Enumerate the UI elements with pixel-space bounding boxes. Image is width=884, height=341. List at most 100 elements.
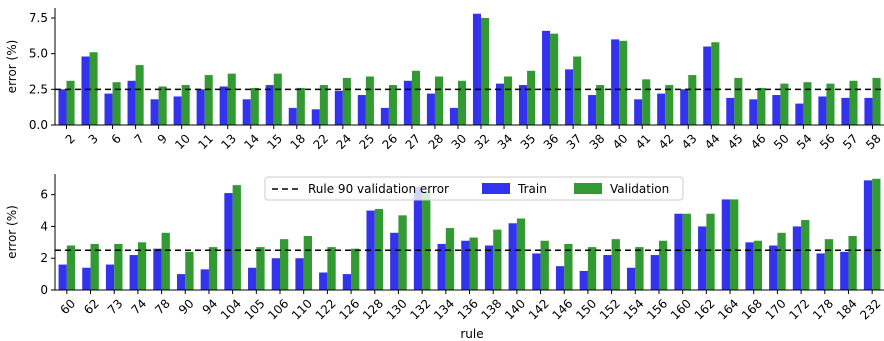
x-tick-label: 44 [702,131,723,152]
train-bar [508,223,517,290]
validation-bar [273,73,282,125]
x-tick-label: 13 [218,131,239,152]
x-tick-label: 40 [610,131,631,152]
validation-bar [872,178,881,290]
validation-bar [848,235,857,290]
train-bar [200,269,209,290]
train-bar [864,97,873,125]
validation-bar [250,87,259,125]
validation-bar [161,232,170,290]
x-tick-label: 45 [725,131,746,152]
train-bar [196,89,205,125]
x-tick-label: 104 [218,296,244,322]
validation-bar [635,247,644,290]
x-tick-label: 172 [786,296,812,322]
train-bar [357,95,366,125]
train-bar [288,107,297,125]
y-tick-label: 5.0 [29,47,48,61]
train-bar [841,97,850,125]
train-bar [413,186,423,290]
train-bar [81,56,90,126]
train-bar [426,93,435,125]
x-tick-label: 152 [597,296,623,322]
validation-bar [872,77,881,125]
train-bar [542,30,551,125]
validation-bar [573,56,582,126]
y-axis-label: error (%) [5,40,19,94]
x-tick-label: 128 [360,296,386,322]
x-tick-label: 146 [549,296,575,322]
y-tick-label: 6 [40,188,48,202]
validation-bar [564,243,573,290]
validation-bar [757,87,766,125]
validation-bar [596,85,605,125]
x-tick-label: 150 [573,296,599,322]
train-bar [579,270,588,290]
train-bar [749,99,758,125]
validation-bar [256,247,265,290]
train-bar [565,69,574,125]
validation-bar [208,247,218,290]
x-tick-label: 30 [449,131,470,152]
train-bar [104,93,113,125]
x-tick-label: 156 [644,296,670,322]
validation-bar [665,85,674,125]
train-bar [634,99,643,125]
train-bar [721,199,731,290]
x-tick-label: 7 [132,131,147,146]
x-tick-label: 105 [242,296,268,322]
train-bar [105,264,115,290]
validation-bar [642,79,651,125]
train-bar [769,245,778,290]
x-tick-label: 134 [431,296,457,322]
train-bar [265,85,274,125]
train-bar [792,226,802,290]
legend-label: Rule 90 validation error [308,182,449,196]
x-tick-label: 37 [564,131,585,152]
x-tick-label: 10 [172,131,193,152]
y-tick-label: 2 [40,251,48,265]
validation-bar [90,243,99,290]
y-tick-label: 4 [40,219,48,233]
x-tick-label: 15 [264,131,285,152]
x-tick-label: 42 [656,131,677,152]
x-tick-label: 126 [336,296,362,322]
x-tick-label: 73 [105,296,126,317]
validation-bar [66,80,75,125]
x-tick-label: 164 [715,296,741,322]
validation-bar [365,76,374,125]
validation-bar [374,208,384,290]
train-bar [495,83,505,125]
train-bar [153,248,162,290]
train-bar [461,240,470,290]
validation-bar [658,240,668,290]
validation-bar [411,70,420,125]
validation-bar [204,75,213,125]
x-tick-label: 28 [426,131,447,152]
x-tick-label: 34 [495,131,516,152]
x-tick-label: 74 [129,296,150,317]
train-bar [603,255,612,290]
x-tick-label: 14 [241,131,262,152]
validation-bar [445,228,455,290]
validation-bar [587,247,597,290]
x-tick-label: 170 [763,296,789,322]
top-bar-chart: 2 3 6 7 9 10 11 13 14 15 18 22 24 25 26 27 28 30 32 34 35 36 3… [5,8,884,152]
train-bar [449,107,458,125]
train-bar [176,274,186,290]
validation-bar [227,73,236,125]
train-bar [650,255,659,290]
x-tick-label: 2 [63,131,78,146]
x-tick-label: 58 [863,131,884,152]
validation-bar [516,218,526,290]
train-bar [173,96,182,125]
train-bar [219,86,228,125]
train-bar [403,80,412,125]
validation-bar [550,33,559,125]
x-tick-label: 122 [313,296,339,322]
validation-bar [181,85,190,125]
x-tick-label: 56 [817,131,838,152]
x-tick-label: 36 [541,131,562,152]
x-tick-label: 110 [289,296,315,322]
validation-bar [158,86,167,125]
